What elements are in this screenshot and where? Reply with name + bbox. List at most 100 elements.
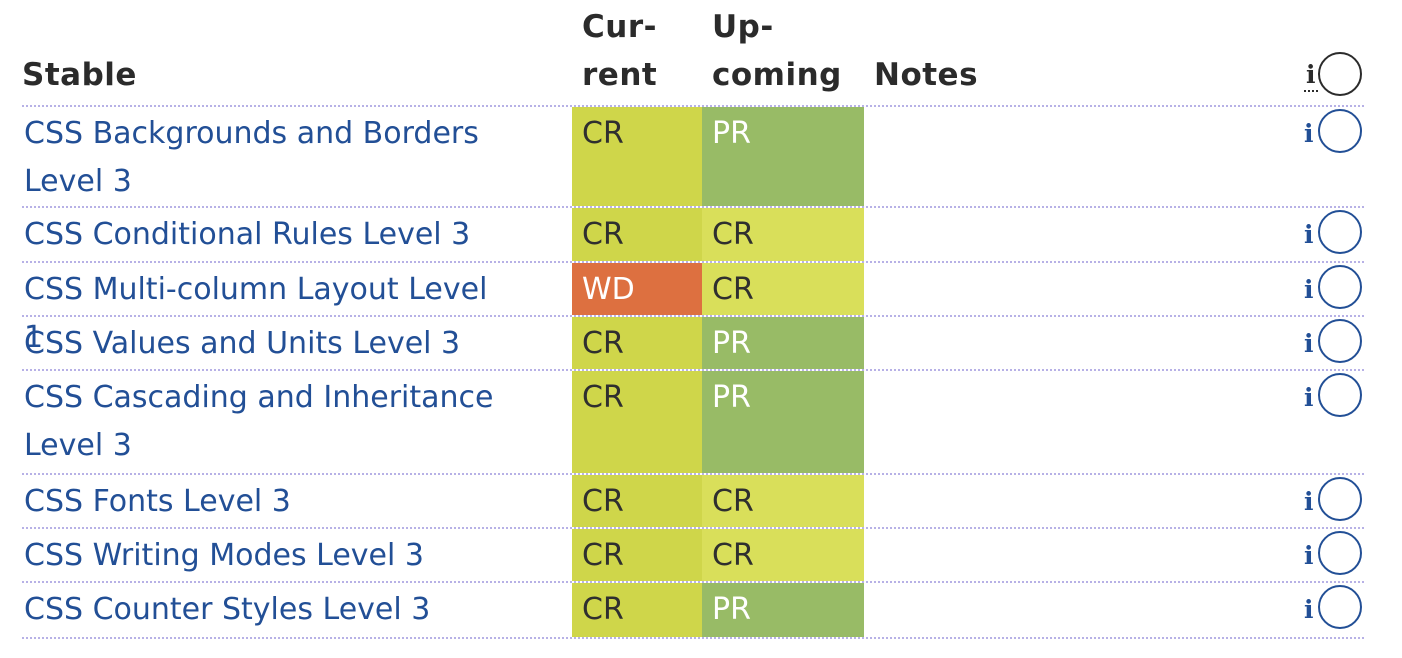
info-toggle[interactable]: i xyxy=(1284,477,1364,529)
info-abbr: i xyxy=(1304,60,1318,92)
current-status-cell: CR xyxy=(572,208,702,261)
notes-cell xyxy=(864,583,1284,637)
current-status-cell: CR xyxy=(572,107,702,206)
header-stable: Stable xyxy=(22,57,137,93)
spec-link[interactable]: CSS Conditional Rules Level 3 xyxy=(24,217,471,252)
header-info-toggle[interactable]: i xyxy=(1284,52,1364,104)
spec-name-cell: CSS Conditional Rules Level 3 xyxy=(22,208,572,261)
upcoming-status: CR xyxy=(702,208,864,261)
current-status-cell: CR xyxy=(572,475,702,527)
info-cell: i xyxy=(1284,317,1364,369)
current-status-cell: CR xyxy=(572,529,702,581)
toggle-circle-icon[interactable] xyxy=(1318,531,1362,575)
table-header: Stable Cur-rent Up-coming Notes i xyxy=(22,0,1364,107)
info-abbr: i xyxy=(1304,119,1314,148)
info-abbr: i xyxy=(1304,487,1314,516)
upcoming-status: PR xyxy=(702,583,864,637)
header-upcoming-line1: Up- xyxy=(712,9,774,45)
notes-cell xyxy=(864,208,1284,261)
info-toggle[interactable]: i xyxy=(1284,109,1364,161)
info-abbr: i xyxy=(1304,275,1314,304)
current-status: CR xyxy=(572,107,702,206)
current-status: CR xyxy=(572,208,702,261)
info-toggle[interactable]: i xyxy=(1284,319,1364,371)
info-toggle[interactable]: i xyxy=(1284,531,1364,583)
header-current: Cur-rent xyxy=(582,3,657,99)
upcoming-status-cell: PR xyxy=(702,371,864,473)
info-cell: i xyxy=(1284,208,1364,261)
info-cell: i xyxy=(1284,371,1364,473)
info-toggle[interactable]: i xyxy=(1284,265,1364,317)
info-cell: i xyxy=(1284,583,1364,637)
info-abbr: i xyxy=(1304,220,1314,249)
upcoming-status: PR xyxy=(702,317,864,369)
spec-name-cell: CSS Counter Styles Level 3 xyxy=(22,583,572,637)
spec-link[interactable]: CSS Backgrounds and Borders Level 3 xyxy=(24,116,479,199)
toggle-circle-icon[interactable] xyxy=(1318,52,1362,96)
upcoming-status-cell: PR xyxy=(702,317,864,369)
current-status-cell: CR xyxy=(572,317,702,369)
table-row: CSS Multi-column Layout Level 1 WD CR i xyxy=(22,263,1364,355)
upcoming-status: CR xyxy=(702,475,864,527)
spec-name-cell: CSS Fonts Level 3 xyxy=(22,475,572,527)
table-row: CSS Backgrounds and Borders Level 3 CR PR i xyxy=(22,107,1364,208)
info-abbr: i xyxy=(1304,595,1314,624)
upcoming-status-cell: CR xyxy=(702,263,864,315)
header-info-cell: i xyxy=(1284,0,1364,105)
current-status: CR xyxy=(572,371,702,473)
spec-link[interactable]: CSS Values and Units Level 3 xyxy=(24,326,461,361)
spec-link[interactable]: CSS Multi-column Layout Level 1 xyxy=(24,272,488,355)
spec-name-cell: CSS Values and Units Level 3 xyxy=(22,317,572,369)
info-toggle[interactable]: i xyxy=(1284,585,1364,637)
upcoming-status: CR xyxy=(702,263,864,315)
spec-link[interactable]: CSS Fonts Level 3 xyxy=(24,484,291,519)
upcoming-status: CR xyxy=(702,529,864,581)
header-upcoming-line2: coming xyxy=(712,57,842,93)
header-current-cell: Cur-rent xyxy=(572,0,702,105)
spec-status-table: Stable Cur-rent Up-coming Notes i CSS Ba… xyxy=(22,0,1364,639)
table-row: CSS Conditional Rules Level 3 CR CR i xyxy=(22,208,1364,263)
current-status: WD xyxy=(572,263,702,315)
notes-cell xyxy=(864,529,1284,581)
header-current-line1: Cur- xyxy=(582,9,657,45)
info-toggle[interactable]: i xyxy=(1284,373,1364,425)
spec-link[interactable]: CSS Cascading and Inheritance Level 3 xyxy=(24,380,494,463)
spec-name-cell: CSS Multi-column Layout Level 1 xyxy=(22,263,572,355)
notes-cell xyxy=(864,317,1284,369)
table-row: CSS Writing Modes Level 3 CR CR i xyxy=(22,529,1364,583)
toggle-circle-icon[interactable] xyxy=(1318,265,1362,309)
current-status-cell: WD xyxy=(572,263,702,315)
info-abbr: i xyxy=(1304,329,1314,358)
info-abbr: i xyxy=(1304,541,1314,570)
info-toggle[interactable]: i xyxy=(1284,210,1364,262)
current-status: CR xyxy=(572,583,702,637)
table-row: CSS Fonts Level 3 CR CR i xyxy=(22,475,1364,529)
toggle-circle-icon[interactable] xyxy=(1318,319,1362,363)
current-status-cell: CR xyxy=(572,371,702,473)
header-notes: Notes xyxy=(874,57,979,93)
info-abbr: i xyxy=(1304,383,1314,412)
spec-link[interactable]: CSS Counter Styles Level 3 xyxy=(24,592,431,627)
upcoming-status: PR xyxy=(702,107,864,206)
spec-name-cell: CSS Backgrounds and Borders Level 3 xyxy=(22,107,572,206)
info-cell: i xyxy=(1284,263,1364,315)
spec-link[interactable]: CSS Writing Modes Level 3 xyxy=(24,538,424,573)
info-cell: i xyxy=(1284,529,1364,581)
spec-name-cell: CSS Cascading and Inheritance Level 3 xyxy=(22,371,572,473)
upcoming-status-cell: CR xyxy=(702,475,864,527)
table-body: CSS Backgrounds and Borders Level 3 CR PR i… xyxy=(22,107,1364,639)
header-notes-cell: Notes xyxy=(864,0,1284,105)
toggle-circle-icon[interactable] xyxy=(1318,109,1362,153)
toggle-circle-icon[interactable] xyxy=(1318,373,1362,417)
toggle-circle-icon[interactable] xyxy=(1318,585,1362,629)
current-status: CR xyxy=(572,475,702,527)
toggle-circle-icon[interactable] xyxy=(1318,477,1362,521)
table-row: CSS Values and Units Level 3 CR PR i xyxy=(22,317,1364,371)
notes-cell xyxy=(864,475,1284,527)
notes-cell xyxy=(864,107,1284,206)
current-status: CR xyxy=(572,317,702,369)
toggle-circle-icon[interactable] xyxy=(1318,210,1362,254)
header-stable-cell: Stable xyxy=(22,0,572,105)
notes-cell xyxy=(864,263,1284,315)
upcoming-status-cell: CR xyxy=(702,529,864,581)
